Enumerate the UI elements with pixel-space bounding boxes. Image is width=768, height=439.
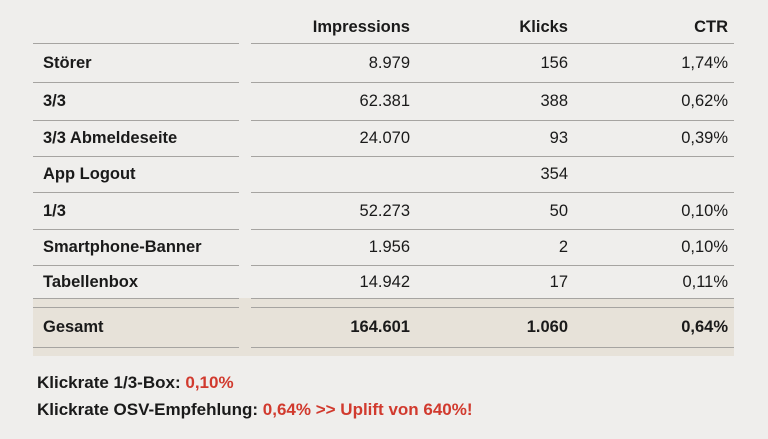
note-klickrate-osv: Klickrate OSV-Empfehlung: 0,64% >> Uplif… xyxy=(37,396,473,423)
header-impressions: Impressions xyxy=(312,18,410,36)
cell-impressions: 52.273 xyxy=(251,192,416,229)
column-gap xyxy=(239,265,251,298)
note-value: 0,64% >> Uplift von 640%! xyxy=(262,400,473,419)
note-label: Klickrate OSV-Empfehlung: xyxy=(37,400,259,419)
cell-ctr xyxy=(574,156,734,192)
cell-impressions: 62.381 xyxy=(251,82,416,120)
row-label: 3/3 xyxy=(33,82,239,120)
table-row: 3/3 62.381 388 0,62% xyxy=(33,82,734,120)
cell-impressions: 8.979 xyxy=(251,43,416,82)
total-ctr: 0,64% xyxy=(681,318,728,336)
cell-ctr: 0,11% xyxy=(574,265,734,298)
cell-ctr: 0,39% xyxy=(574,120,734,156)
total-klicks: 1.060 xyxy=(526,318,568,336)
table-row: Störer 8.979 156 1,74% xyxy=(33,43,734,82)
bottom-rule xyxy=(33,347,734,356)
cell-ctr: 0,10% xyxy=(574,192,734,229)
header-ctr: CTR xyxy=(694,18,728,36)
column-gap xyxy=(239,120,251,156)
total-row: Gesamt 164.601 1.060 0,64% xyxy=(33,298,734,356)
summary-notes: Klickrate 1/3-Box: 0,10% Klickrate OSV-E… xyxy=(37,369,473,423)
header-klicks: Klicks xyxy=(519,18,568,36)
total-label: Gesamt xyxy=(43,318,104,336)
double-rule xyxy=(33,298,734,308)
row-label: Tabellenbox xyxy=(33,265,239,298)
column-gap xyxy=(239,229,251,265)
column-gap xyxy=(239,308,251,347)
cell-klicks: 17 xyxy=(416,265,574,298)
table-header-row: Impressions Klicks CTR xyxy=(33,12,734,43)
row-label: 1/3 xyxy=(33,192,239,229)
table-row: Smartphone-Banner 1.956 2 0,10% xyxy=(33,229,734,265)
cell-impressions: 24.070 xyxy=(251,120,416,156)
column-gap xyxy=(239,192,251,229)
note-label: Klickrate 1/3-Box: xyxy=(37,373,181,392)
cell-klicks: 388 xyxy=(416,82,574,120)
column-gap xyxy=(239,156,251,192)
row-label: Smartphone-Banner xyxy=(33,229,239,265)
row-label: 3/3 Abmeldeseite xyxy=(33,120,239,156)
total-content: Gesamt 164.601 1.060 0,64% xyxy=(33,308,734,347)
cell-klicks: 93 xyxy=(416,120,574,156)
cell-impressions: 14.942 xyxy=(251,265,416,298)
cell-klicks: 50 xyxy=(416,192,574,229)
column-gap xyxy=(239,43,251,82)
total-impressions: 164.601 xyxy=(350,318,410,336)
header-placement xyxy=(33,12,239,43)
cell-ctr: 0,10% xyxy=(574,229,734,265)
cell-ctr: 0,62% xyxy=(574,82,734,120)
cell-impressions: 1.956 xyxy=(251,229,416,265)
cell-ctr: 1,74% xyxy=(574,43,734,82)
row-label: App Logout xyxy=(33,156,239,192)
table-row: 1/3 52.273 50 0,10% xyxy=(33,192,734,229)
cell-klicks: 156 xyxy=(416,43,574,82)
column-gap xyxy=(239,82,251,120)
cell-impressions xyxy=(251,156,416,192)
row-label: Störer xyxy=(33,43,239,82)
table-row: 3/3 Abmeldeseite 24.070 93 0,39% xyxy=(33,120,734,156)
note-value: 0,10% xyxy=(185,373,234,392)
note-klickrate-13-box: Klickrate 1/3-Box: 0,10% xyxy=(37,369,473,396)
cell-klicks: 2 xyxy=(416,229,574,265)
column-gap xyxy=(239,12,251,43)
table-row: App Logout 354 xyxy=(33,156,734,192)
cell-klicks: 354 xyxy=(416,156,574,192)
table-row: Tabellenbox 14.942 17 0,11% xyxy=(33,265,734,298)
stats-table: Impressions Klicks CTR Störer 8.979 156 … xyxy=(33,12,734,356)
